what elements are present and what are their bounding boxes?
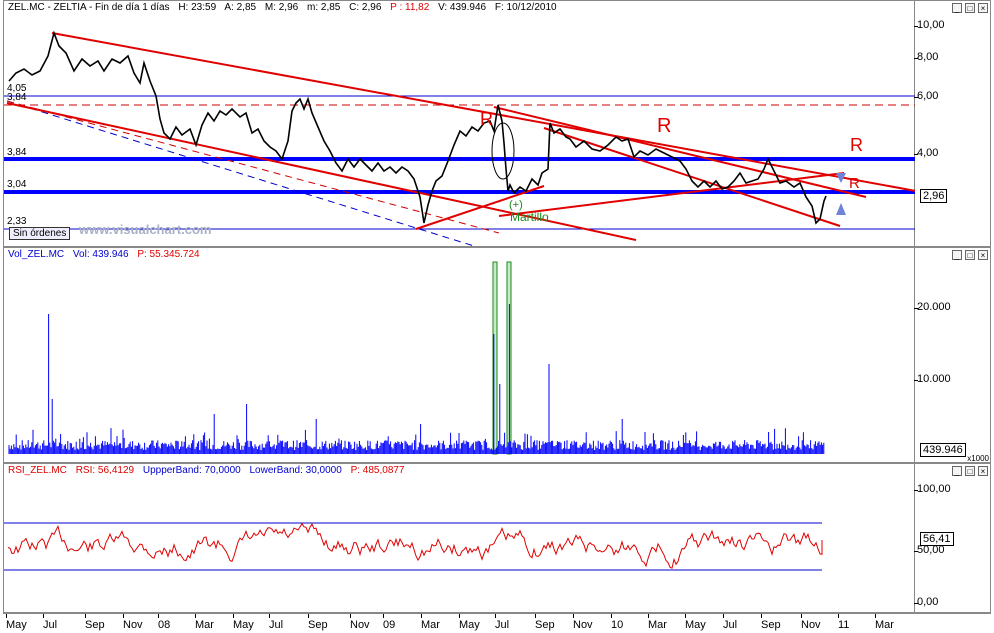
time-axis-label: Jul bbox=[269, 614, 284, 631]
time-axis-label: May bbox=[685, 614, 706, 631]
rsi-axis: _ □ × 100,00 50,00 0,00 56,41 bbox=[913, 463, 991, 613]
level-label-3-84: 3,84 bbox=[7, 147, 27, 158]
price-line bbox=[8, 30, 827, 225]
volume-panel-title: Vol_ZEL.MC Vol: 439.946 P: 55.345.724 bbox=[8, 249, 200, 260]
volume-tick-10000: 10.000 bbox=[914, 373, 951, 385]
time-axis-label: Jul bbox=[43, 614, 58, 631]
volume-bars bbox=[8, 304, 825, 454]
hammer-ellipse bbox=[491, 122, 515, 180]
orders-badge[interactable]: Sin órdenes bbox=[9, 227, 71, 240]
level-label-4-05: 4,05 bbox=[7, 83, 27, 94]
price-window-buttons: _ □ × bbox=[952, 3, 988, 13]
price-chart bbox=[4, 30, 916, 247]
volume-current-value: 439.946 bbox=[920, 443, 966, 457]
dashed-trend-red bbox=[6, 100, 500, 234]
time-axis-label: Sep bbox=[761, 614, 781, 631]
time-axis-label: 09 bbox=[383, 614, 396, 631]
rsi-window-buttons: _ □ × bbox=[952, 466, 988, 476]
time-axis-label: Nov bbox=[573, 614, 593, 631]
dashed-trend-blue bbox=[6, 100, 475, 247]
volume-multiplier: x1000 bbox=[967, 454, 989, 463]
price-current-value: 2,96 bbox=[920, 189, 948, 203]
hammer-sign: (+) bbox=[509, 199, 523, 211]
level-label-3-84a: 3,84 bbox=[7, 92, 27, 103]
maximize-icon[interactable]: □ bbox=[965, 3, 975, 13]
time-axis-label: Nov bbox=[801, 614, 821, 631]
time-axis-label: 08 bbox=[158, 614, 171, 631]
arrow-down-icon bbox=[836, 173, 846, 183]
time-axis: May Jul Sep Nov 08 Mar May Jul Sep Nov 09 Mar May Jul… bbox=[3, 613, 991, 633]
resistance-label-2: R bbox=[657, 115, 672, 137]
rsi-current-value: 56,41 bbox=[920, 532, 954, 546]
resistance-label-4: R bbox=[849, 175, 860, 192]
volume-tick-20000: 20.000 bbox=[914, 301, 951, 313]
rsi-panel[interactable]: RSI_ZEL.MC RSI: 56,4129 UppperBand: 70,0… bbox=[3, 463, 915, 613]
hammer-label: Martillo bbox=[510, 210, 549, 224]
time-axis-label: 10 bbox=[611, 614, 624, 631]
close-icon[interactable]: × bbox=[978, 250, 988, 260]
time-axis-label: Sep bbox=[535, 614, 555, 631]
time-axis-label: Mar bbox=[421, 614, 440, 631]
resistance-label-1: R bbox=[480, 109, 493, 129]
close-icon[interactable]: × bbox=[978, 3, 988, 13]
price-tick-8: 8,00 bbox=[913, 51, 939, 63]
arrow-up-icon bbox=[836, 203, 846, 215]
volume-panel[interactable]: Vol_ZEL.MC Vol: 439.946 P: 55.345.724 bbox=[3, 247, 915, 463]
close-icon[interactable]: × bbox=[978, 466, 988, 476]
channel-upper-1 bbox=[51, 32, 916, 192]
channel-lower-1 bbox=[6, 102, 637, 241]
watermark: www.visualchart.com bbox=[79, 222, 212, 237]
time-axis-label: Mar bbox=[648, 614, 667, 631]
volume-chart bbox=[8, 261, 825, 455]
price-panel-title: ZEL.MC - ZELTIA - Fin de día 1 días H: 2… bbox=[8, 2, 557, 13]
price-panel[interactable]: ZEL.MC - ZELTIA - Fin de día 1 días H: 2… bbox=[3, 0, 916, 247]
time-axis-label: Jul bbox=[723, 614, 738, 631]
price-tick-6: 6,00 bbox=[913, 90, 939, 102]
rsi-panel-title: RSI_ZEL.MC RSI: 56,4129 UppperBand: 70,0… bbox=[8, 465, 405, 476]
resistance-label-3: R bbox=[850, 135, 863, 155]
minimize-icon[interactable]: _ bbox=[952, 3, 962, 13]
time-axis-label: Mar bbox=[875, 614, 894, 631]
volume-bar-series bbox=[8, 304, 825, 454]
channel-upper-2 bbox=[493, 106, 867, 198]
level-label-3-04: 3,04 bbox=[7, 179, 27, 190]
time-axis-label: Mar bbox=[195, 614, 214, 631]
channel-lower-2 bbox=[543, 127, 841, 227]
price-tick-10: 10,00 bbox=[914, 19, 945, 31]
support-trend-1 bbox=[415, 185, 545, 230]
minimize-icon[interactable]: _ bbox=[952, 250, 962, 260]
time-axis-label: Nov bbox=[350, 614, 370, 631]
price-axis: _ □ × 10,00 8,00 6,00 4,00 2,96 bbox=[913, 0, 991, 247]
rsi-chart bbox=[4, 522, 823, 571]
time-axis-label: Sep bbox=[85, 614, 105, 631]
minimize-icon[interactable]: _ bbox=[952, 466, 962, 476]
time-axis-label: May bbox=[459, 614, 480, 631]
rsi-tick-0: 0,00 bbox=[913, 596, 939, 608]
time-axis-label: May bbox=[6, 614, 27, 631]
time-axis-label: Nov bbox=[123, 614, 143, 631]
rsi-line bbox=[7, 522, 823, 569]
level-label-2-33: 2,33 bbox=[7, 216, 27, 227]
volume-window-buttons: _ □ × bbox=[952, 250, 988, 260]
price-tick-4: 4,00 bbox=[913, 147, 939, 159]
maximize-icon[interactable]: □ bbox=[965, 466, 975, 476]
time-axis-label: May bbox=[233, 614, 254, 631]
time-axis-label: Jul bbox=[495, 614, 510, 631]
time-axis-label: Sep bbox=[308, 614, 328, 631]
time-axis-label: 11 bbox=[838, 614, 850, 631]
volume-axis: _ □ × 20.000 10.000 439.946 x1000 bbox=[914, 247, 991, 463]
rsi-tick-50: 50,00 bbox=[914, 544, 945, 556]
rsi-tick-100: 100,00 bbox=[914, 483, 951, 495]
support-trend-2 bbox=[498, 172, 845, 217]
maximize-icon[interactable]: □ bbox=[965, 250, 975, 260]
